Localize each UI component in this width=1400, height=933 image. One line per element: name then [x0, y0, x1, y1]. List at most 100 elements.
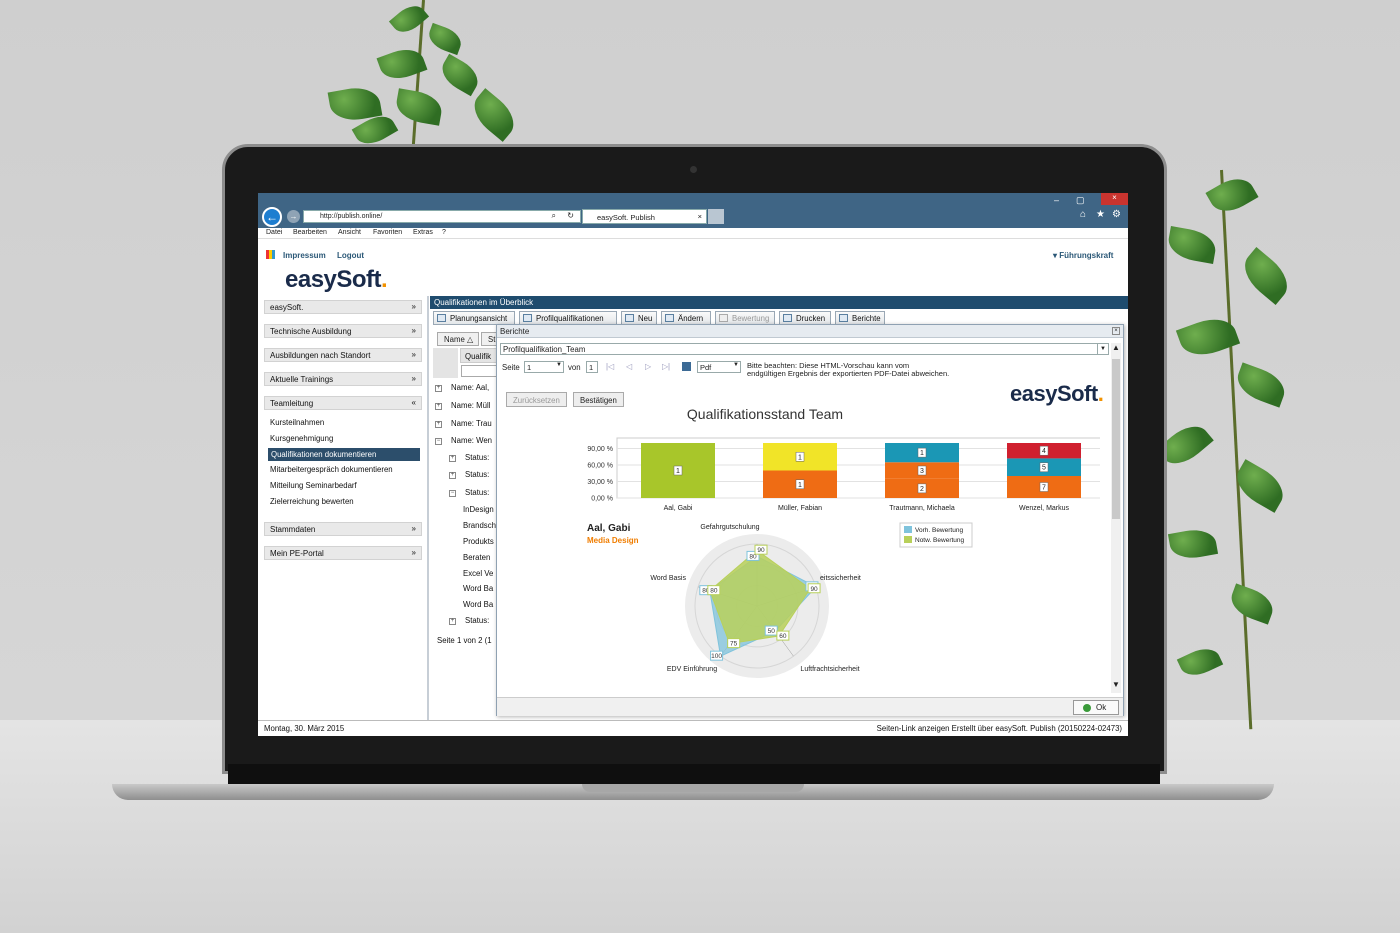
- dialog-scrollbar[interactable]: ▲ ▼: [1111, 343, 1121, 693]
- status-row[interactable]: Status:: [465, 453, 490, 462]
- category-label: Trautmann, Michaela: [889, 505, 955, 512]
- drucken-button[interactable]: Drucken: [779, 311, 831, 325]
- list-item[interactable]: Brandsch: [463, 521, 496, 530]
- sidebar-item-kursteilnahmen[interactable]: Kursteilnahmen: [270, 418, 325, 427]
- sidebar-section-teamleitung[interactable]: Teamleitung «: [264, 396, 422, 410]
- reset-button[interactable]: Zurücksetzen: [506, 392, 567, 407]
- status-info[interactable]: Seiten-Link anzeigen Erstellt über easyS…: [876, 724, 1122, 733]
- list-item[interactable]: Excel Ve: [463, 569, 494, 578]
- data-label: 2: [920, 486, 924, 493]
- impressum-link[interactable]: Impressum: [283, 251, 326, 260]
- button-label: Planungsansicht: [450, 314, 508, 323]
- group-row[interactable]: Name: Aal,: [451, 383, 490, 392]
- search-icon[interactable]: ⌕: [551, 211, 556, 220]
- expand-icon[interactable]: +: [449, 455, 456, 462]
- save-icon[interactable]: [682, 362, 691, 371]
- profilqualifikationen-button[interactable]: Profilqualifikationen: [519, 311, 617, 325]
- format-select[interactable]: Pdf ▼: [697, 361, 741, 373]
- page-select[interactable]: 1 ▼: [524, 361, 564, 373]
- menu-favoriten[interactable]: Favoriten: [373, 229, 403, 236]
- window-close-icon[interactable]: ×: [1101, 193, 1128, 205]
- status-row[interactable]: Status:: [465, 616, 490, 625]
- sort-name-button[interactable]: Name △: [437, 332, 479, 346]
- minimize-icon[interactable]: –: [1054, 195, 1060, 205]
- grid-filter-input[interactable]: [461, 365, 501, 377]
- list-item[interactable]: Beraten: [463, 553, 491, 562]
- menu-help[interactable]: ?: [442, 229, 446, 236]
- sidebar-item-kursgenehmigung[interactable]: Kursgenehmigung: [270, 434, 334, 443]
- menu-extras[interactable]: Extras: [413, 229, 433, 236]
- page-label: Seite: [502, 363, 520, 372]
- splitter[interactable]: [427, 296, 429, 723]
- radar-department: Media Design: [587, 536, 639, 545]
- confirm-button[interactable]: Bestätigen: [573, 392, 624, 407]
- sidebar-section-label: Teamleitung: [270, 399, 314, 408]
- expand-icon[interactable]: +: [435, 403, 442, 410]
- expand-icon[interactable]: +: [435, 421, 442, 428]
- data-label-box: [795, 479, 805, 489]
- browser-tab[interactable]: easySoft. Publish ×: [582, 209, 707, 224]
- last-page-icon[interactable]: ▷|: [662, 362, 671, 371]
- back-button[interactable]: ←: [262, 207, 282, 227]
- address-bar[interactable]: http://publish.online/ ⌕ ↻: [303, 210, 581, 223]
- group-row[interactable]: Name: Trau: [451, 419, 492, 428]
- list-item[interactable]: InDesign: [463, 505, 494, 514]
- berichte-button[interactable]: Berichte: [835, 311, 885, 325]
- data-label: 1: [920, 450, 924, 457]
- new-tab-button[interactable]: [708, 209, 724, 224]
- favorites-star-icon[interactable]: ★: [1096, 209, 1105, 220]
- ok-button[interactable]: Ok: [1073, 700, 1119, 715]
- collapse-icon[interactable]: −: [449, 490, 456, 497]
- expand-icon[interactable]: +: [449, 472, 456, 479]
- bewertung-button[interactable]: Bewertung: [715, 311, 775, 325]
- sidebar-section-technische-ausbildung[interactable]: Technische Ausbildung »: [264, 324, 422, 338]
- chevron-down-icon: »: [411, 524, 416, 533]
- sidebar-item-zielerreichung[interactable]: Zielerreichung bewerten: [270, 497, 354, 506]
- scroll-down-icon[interactable]: ▼: [1112, 680, 1120, 689]
- refresh-icon[interactable]: ↻: [567, 211, 574, 220]
- sidebar-section-easysoft[interactable]: easySoft. »: [264, 300, 422, 314]
- forward-button[interactable]: →: [287, 210, 300, 223]
- scroll-up-icon[interactable]: ▲: [1112, 343, 1120, 352]
- expand-icon[interactable]: +: [449, 618, 456, 625]
- status-row[interactable]: Status:: [465, 470, 490, 479]
- menu-bearbeiten[interactable]: Bearbeiten: [293, 229, 327, 236]
- list-item[interactable]: Word Ba: [463, 584, 494, 593]
- list-item[interactable]: Word Ba: [463, 600, 494, 609]
- expand-icon[interactable]: +: [435, 385, 442, 392]
- sidebar-section-ausbildungen-standort[interactable]: Ausbildungen nach Standort »: [264, 348, 422, 362]
- first-page-icon[interactable]: |◁: [606, 362, 615, 371]
- role-menu[interactable]: ▾ Führungskraft: [1053, 251, 1114, 260]
- status-row[interactable]: Status:: [465, 488, 490, 497]
- sidebar-item-seminarbedarf[interactable]: Mitteilung Seminarbedarf: [270, 481, 357, 490]
- menu-ansicht[interactable]: Ansicht: [338, 229, 361, 236]
- next-page-icon[interactable]: ▷: [645, 362, 651, 371]
- list-item[interactable]: Produkts: [463, 537, 494, 546]
- group-row[interactable]: Name: Müll: [451, 401, 491, 410]
- group-row[interactable]: Name: Wen: [451, 436, 493, 445]
- aendern-button[interactable]: Ändern: [661, 311, 711, 325]
- logout-link[interactable]: Logout: [337, 251, 365, 260]
- menu-datei[interactable]: Datei: [266, 229, 283, 236]
- sidebar-section-label: Ausbildungen nach Standort: [270, 351, 371, 360]
- sidebar-item-qualifikationen[interactable]: Qualifikationen dokumentieren: [268, 448, 420, 461]
- chevron-down-icon[interactable]: ▼: [1097, 344, 1108, 354]
- tab-close-icon[interactable]: ×: [697, 212, 702, 221]
- radar-value-box: [727, 638, 741, 649]
- report-select[interactable]: Profilqualifikation_Team ▼: [500, 343, 1109, 355]
- radar-person: Aal, Gabi: [587, 523, 631, 534]
- neu-button[interactable]: Neu: [621, 311, 657, 325]
- sidebar-section-stammdaten[interactable]: Stammdaten »: [264, 522, 422, 536]
- prev-page-icon[interactable]: ◁: [626, 362, 632, 371]
- scroll-thumb[interactable]: [1112, 359, 1120, 519]
- settings-gear-icon[interactable]: ⚙: [1112, 209, 1121, 220]
- home-icon[interactable]: ⌂: [1080, 209, 1087, 220]
- collapse-icon[interactable]: −: [435, 438, 442, 445]
- sidebar-section-pe-portal[interactable]: Mein PE-Portal »: [264, 546, 422, 560]
- planungsansicht-button[interactable]: Planungsansicht: [433, 311, 515, 325]
- sidebar-section-aktuelle-trainings[interactable]: Aktuelle Trainings »: [264, 372, 422, 386]
- sidebar-item-mitarbeitergespraech[interactable]: Mitarbeitergespräch dokumentieren: [270, 465, 393, 474]
- chevron-down-icon: »: [411, 374, 416, 383]
- maximize-icon[interactable]: ▢: [1076, 195, 1085, 205]
- dialog-close-icon[interactable]: ×: [1112, 327, 1120, 335]
